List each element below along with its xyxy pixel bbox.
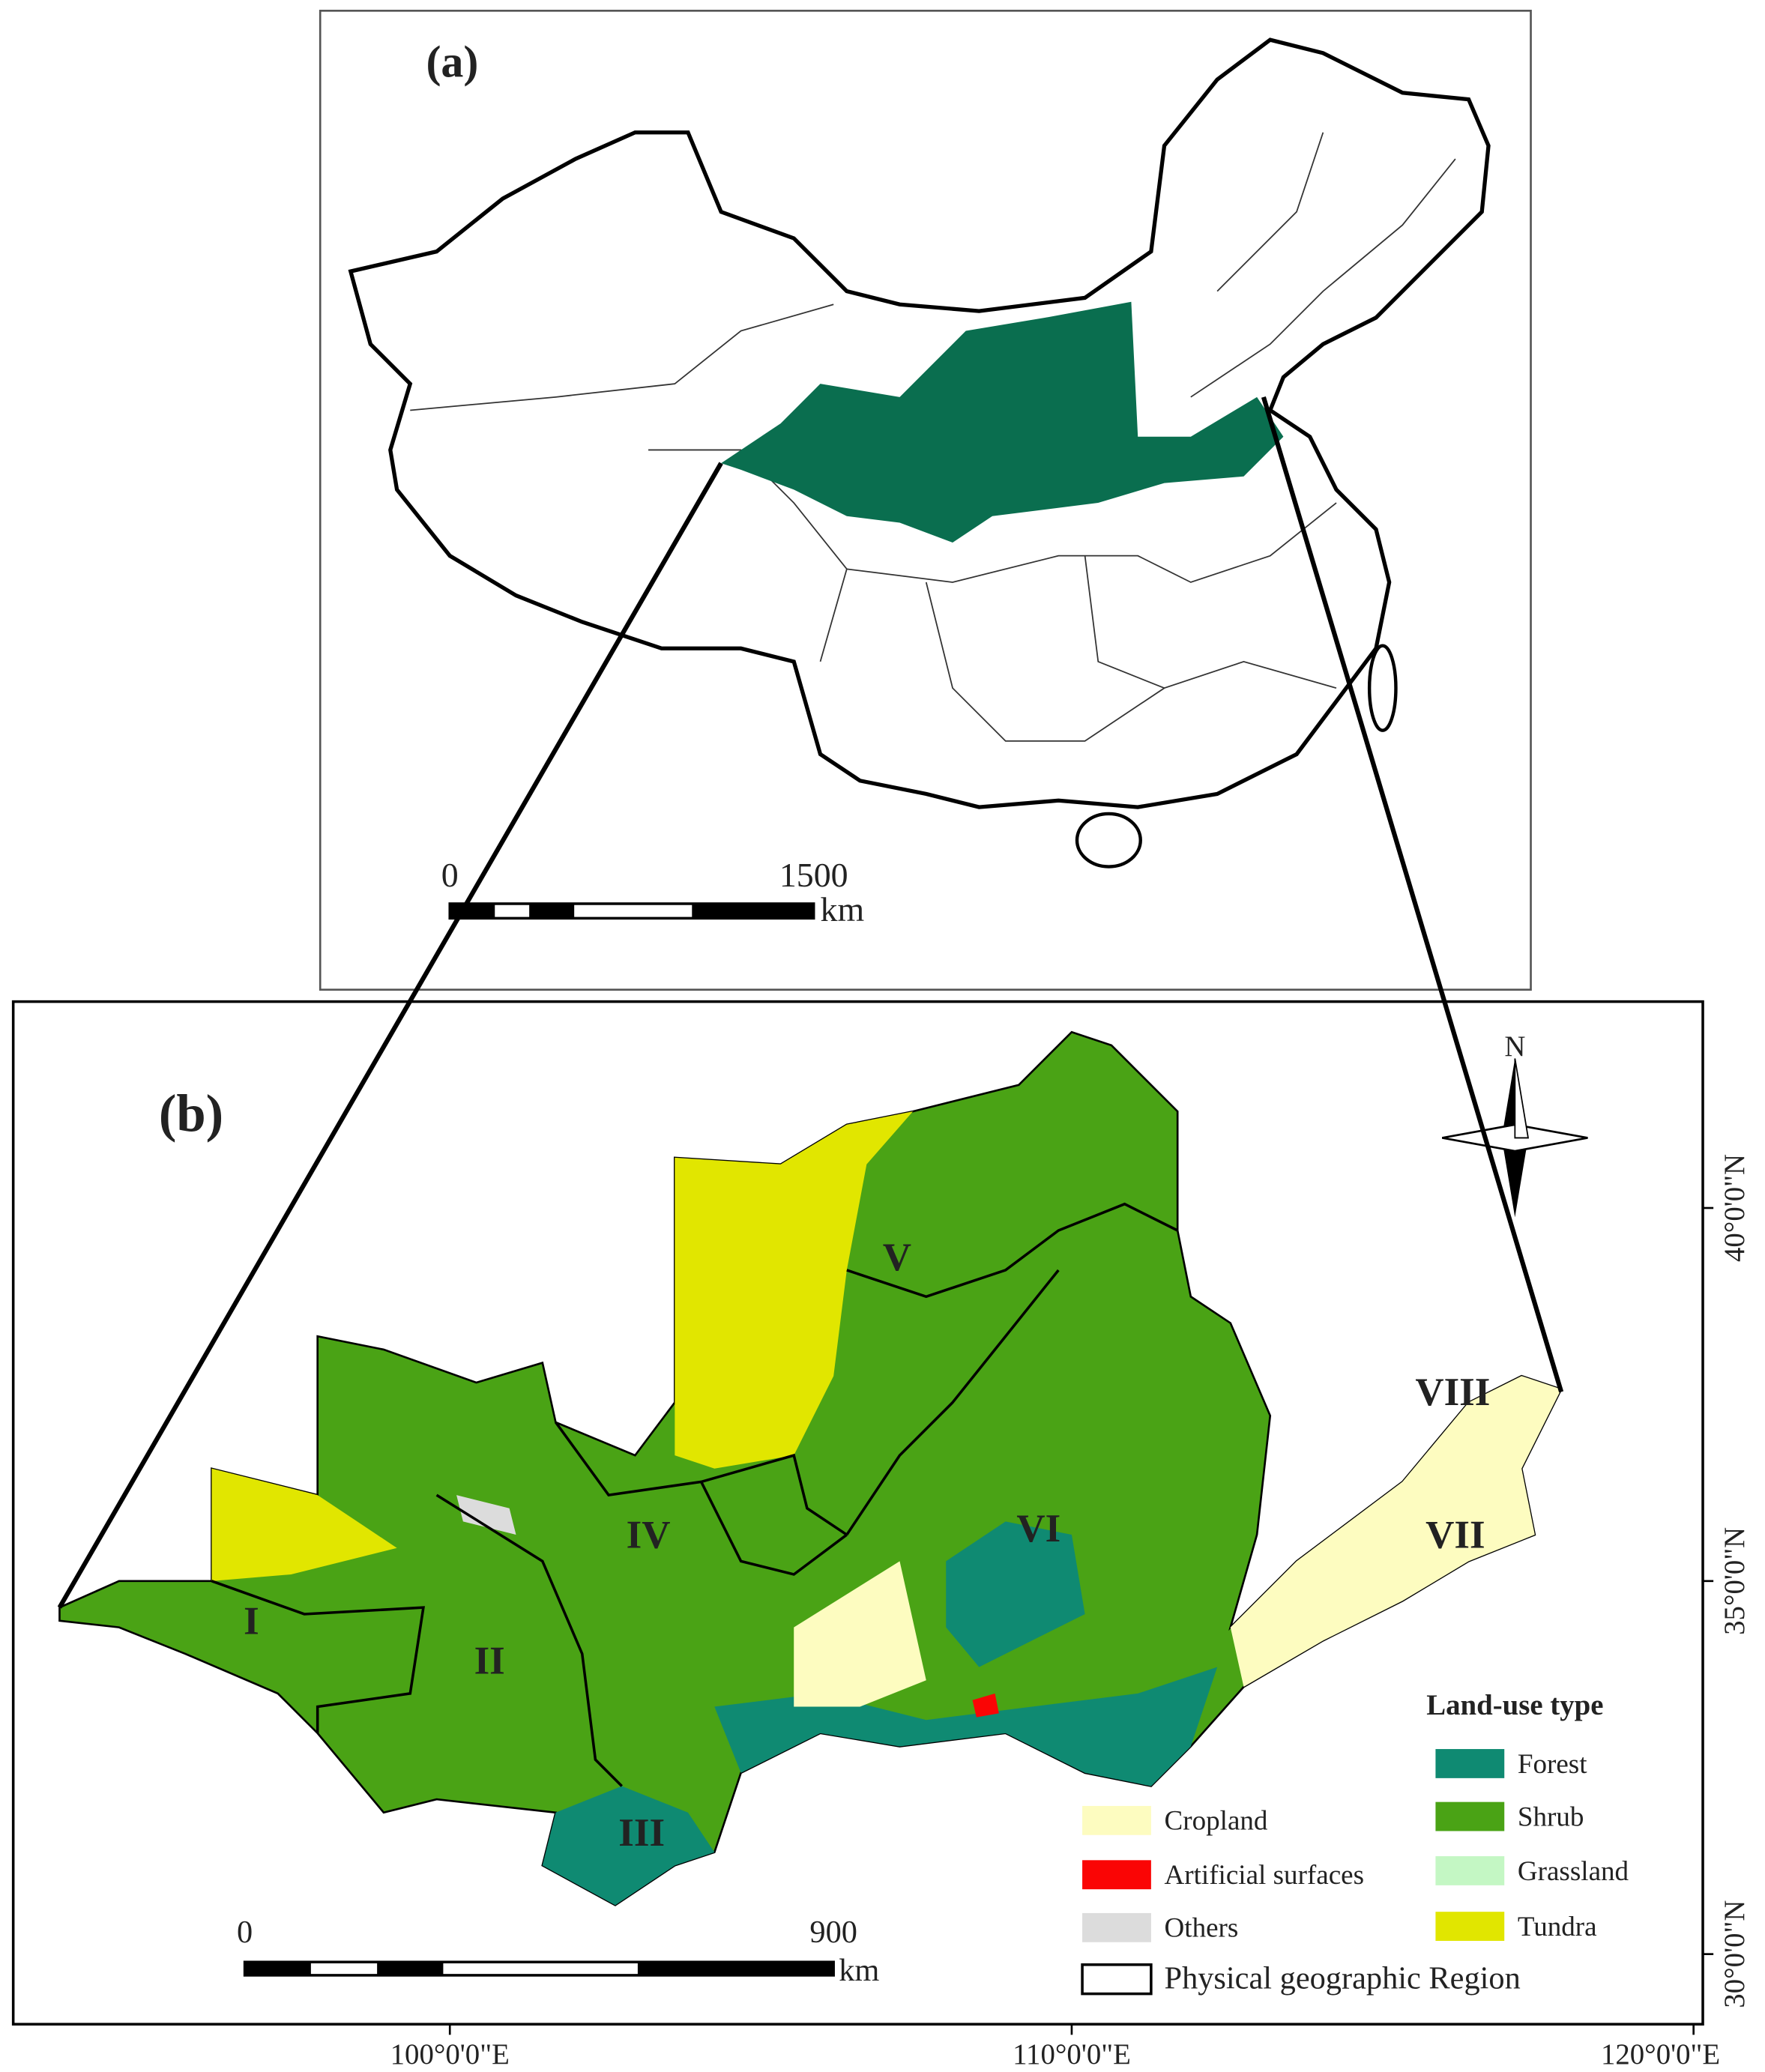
frame-ticks [448,1206,1714,2035]
legend-label: Physical geographic Region [1165,1961,1521,1996]
y-tick-label: 40°0'0"N [1719,1154,1751,1262]
scale-end: 1500 [779,856,848,894]
scale-bar-a [448,902,815,920]
scale-start: 0 [441,856,459,894]
legend-swatch [1435,1801,1505,1831]
others-area [456,1495,516,1535]
legend-label: Others [1165,1913,1239,1944]
study-area [721,301,1284,543]
scale-bar-b [243,1960,835,1977]
forest-area [542,1786,715,1906]
x-tick-label: 100°0'0"E [390,2038,510,2071]
legend-label: Forest [1518,1749,1587,1780]
region-label: IV [627,1514,671,1557]
x-tick-label: 110°0'0"E [1013,2038,1131,2071]
region-boundaries [211,1202,1178,1787]
legend-swatch [1082,1912,1151,1942]
scale-unit: km [839,1953,879,1988]
hainan [1075,812,1142,869]
north-arrow [1442,1058,1588,1218]
legend-label: Shrub [1518,1801,1584,1832]
taiwan [1367,644,1398,732]
tundra-area [211,1468,397,1581]
panel-a-label: (a) [426,37,478,87]
scale-end: 900 [809,1915,857,1950]
region-label: II [474,1639,505,1682]
region-label: VI [1016,1507,1060,1550]
legend-swatch [1435,1749,1505,1778]
legend-label: Artificial surfaces [1165,1860,1365,1891]
legend-swatch [1435,1912,1505,1942]
north-label: N [1504,1030,1525,1063]
forest-area [714,1667,1218,1786]
region-label: III [618,1811,665,1855]
x-tick-label: 120°0'0"E [1601,2038,1720,2071]
cropland-area [794,1561,926,1707]
tundra-area [675,1111,914,1469]
connector-line [57,462,723,1609]
scale-start: 0 [237,1915,253,1950]
legend-label: Tundra [1518,1912,1597,1942]
cropland-area [1230,1376,1562,1688]
y-tick-label: 30°0'0"N [1719,1900,1751,2008]
scale-unit: km [821,890,865,928]
region-label: I [244,1599,259,1643]
artificial-area [972,1693,999,1718]
region-label: VII [1425,1514,1485,1557]
legend-label: Cropland [1165,1806,1268,1837]
region-label: V [883,1236,911,1279]
panel-b-label: (b) [159,1085,223,1144]
forest-area [946,1521,1085,1667]
legend-swatch [1435,1856,1505,1885]
legend-swatch [1082,1805,1151,1835]
legend-title: Land-use type [1426,1689,1603,1721]
connector-line [1261,396,1564,1393]
legend-label: Grassland [1518,1856,1629,1887]
legend-swatch [1082,1860,1151,1890]
legend-swatch [1081,1963,1153,1996]
y-tick-label: 35°0'0"N [1719,1527,1751,1635]
province-borders [410,132,1456,742]
region-label: VIII [1415,1371,1490,1414]
